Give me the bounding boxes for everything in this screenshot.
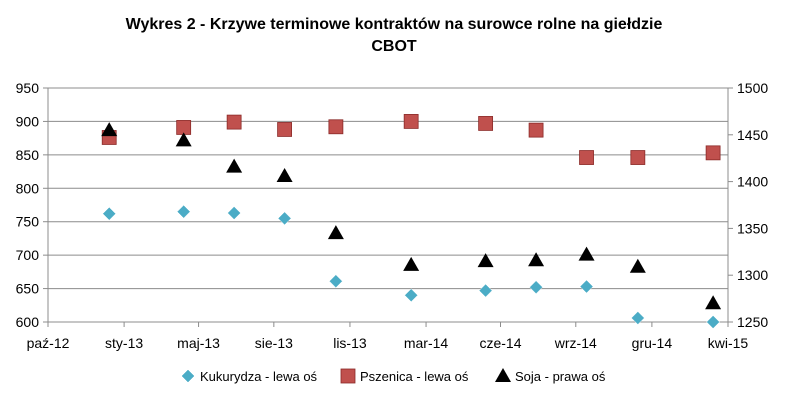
right-tick-label: 1250 — [737, 314, 768, 330]
data-point-diamond — [102, 206, 117, 221]
x-tick-label: sty-13 — [105, 335, 143, 351]
x-tick-label: mar-14 — [404, 335, 449, 351]
right-tick-label: 1400 — [737, 174, 768, 190]
left-tick-label: 650 — [16, 281, 40, 297]
legend-label: Kukurydza - lewa oś — [200, 369, 318, 384]
right-tick-label: 1450 — [737, 127, 768, 143]
data-point-diamond — [227, 206, 241, 220]
left-tick-label: 800 — [16, 180, 40, 196]
data-point-diamond — [579, 279, 594, 294]
data-point-triangle — [226, 158, 243, 173]
data-point-triangle — [477, 253, 494, 268]
x-tick-label: maj-13 — [177, 335, 220, 351]
left-tick-label: 900 — [16, 113, 40, 129]
left-tick-label: 950 — [16, 80, 40, 96]
data-point-square — [705, 145, 721, 161]
data-point-triangle — [578, 246, 595, 261]
left-tick-label: 600 — [16, 314, 40, 330]
right-tick-label: 1500 — [737, 80, 768, 96]
data-point-triangle — [175, 132, 192, 147]
x-tick-label: sie-13 — [255, 335, 293, 351]
legend-marker-diamond — [181, 369, 195, 383]
data-point-triangle — [403, 256, 420, 271]
data-point-triangle — [705, 295, 722, 310]
series-triangle — [101, 122, 722, 310]
legend-label: Soja - prawa oś — [515, 369, 606, 384]
series-diamond — [102, 204, 720, 329]
data-point-diamond — [176, 204, 191, 219]
left-tick-label: 850 — [16, 147, 40, 163]
data-point-square — [528, 122, 544, 138]
data-point-triangle — [101, 122, 118, 137]
data-point-triangle — [327, 225, 344, 240]
data-point-triangle — [629, 258, 646, 273]
data-point-square — [176, 120, 192, 135]
right-tick-label: 1300 — [737, 267, 768, 283]
data-point-square — [630, 150, 646, 165]
data-point-diamond — [277, 211, 292, 226]
legend-label: Pszenica - lewa oś — [360, 369, 469, 384]
series-square — [101, 114, 721, 165]
chart-title-line-1: Wykres 2 - Krzywe terminowe kontraktów n… — [125, 16, 663, 33]
data-point-diamond — [630, 311, 645, 325]
data-point-square — [226, 114, 242, 130]
right-tick-label: 1350 — [737, 220, 768, 236]
legend-marker-triangle — [495, 368, 511, 382]
left-tick-label: 750 — [16, 214, 40, 230]
data-point-diamond — [329, 274, 343, 289]
data-point-triangle — [276, 167, 293, 182]
data-point-diamond — [706, 315, 720, 329]
x-tick-label: gru-14 — [632, 335, 673, 351]
x-tick-label: cze-14 — [479, 335, 521, 351]
data-point-square — [579, 150, 594, 165]
x-tick-label: lis-13 — [333, 335, 367, 351]
chart-title-line-2: CBOT — [371, 38, 417, 55]
data-point-triangle — [528, 252, 545, 267]
x-tick-label: paź-12 — [27, 335, 70, 351]
data-point-diamond — [529, 280, 543, 295]
x-tick-label: kwi-15 — [708, 335, 749, 351]
legend-marker-square — [340, 368, 356, 384]
data-point-square — [478, 116, 494, 131]
data-point-diamond — [478, 283, 493, 298]
data-point-square — [403, 114, 419, 129]
data-point-square — [277, 122, 292, 137]
left-tick-label: 700 — [16, 247, 40, 263]
data-point-diamond — [404, 288, 419, 303]
x-tick-label: wrz-14 — [554, 335, 597, 351]
data-point-square — [328, 119, 344, 135]
